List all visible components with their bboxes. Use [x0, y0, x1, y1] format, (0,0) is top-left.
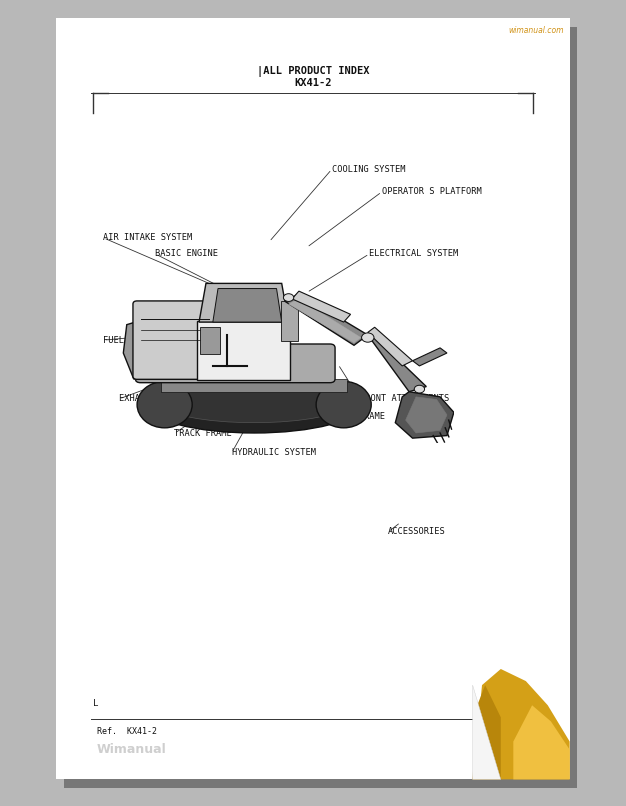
Text: wimanual.com: wimanual.com	[508, 26, 563, 35]
Text: L: L	[93, 699, 98, 708]
Polygon shape	[406, 397, 447, 433]
Polygon shape	[473, 685, 501, 779]
FancyBboxPatch shape	[200, 326, 220, 354]
Ellipse shape	[165, 387, 344, 422]
Text: Ref.  KX41-2: Ref. KX41-2	[97, 727, 157, 737]
Text: AIR INTAKE SYSTEM: AIR INTAKE SYSTEM	[103, 233, 193, 243]
Text: FRONT ATTACHMENTS: FRONT ATTACHMENTS	[360, 394, 449, 404]
Polygon shape	[292, 291, 351, 322]
Polygon shape	[368, 335, 426, 392]
Circle shape	[362, 333, 374, 343]
Text: P: P	[501, 727, 506, 737]
Text: |ALL PRODUCT INDEX: |ALL PRODUCT INDEX	[257, 66, 369, 77]
FancyBboxPatch shape	[135, 344, 335, 383]
Circle shape	[414, 385, 424, 393]
Text: OPERATOR S PLATFORM: OPERATOR S PLATFORM	[382, 187, 481, 197]
Text: EXHAUST SYSTEM: EXHAUST SYSTEM	[119, 394, 192, 404]
Text: KX41-2: KX41-2	[294, 78, 332, 88]
Polygon shape	[199, 284, 289, 322]
Text: Wimanual: Wimanual	[96, 743, 167, 756]
Ellipse shape	[148, 376, 361, 433]
FancyBboxPatch shape	[56, 18, 570, 779]
Polygon shape	[368, 327, 413, 366]
Text: COOLING SYSTEM: COOLING SYSTEM	[332, 164, 405, 174]
Polygon shape	[513, 705, 570, 779]
Text: ELECTRICAL SYSTEM: ELECTRICAL SYSTEM	[369, 249, 459, 259]
Polygon shape	[473, 685, 501, 779]
FancyBboxPatch shape	[161, 379, 347, 392]
Circle shape	[284, 293, 294, 301]
Polygon shape	[396, 392, 454, 438]
Polygon shape	[413, 348, 447, 366]
Polygon shape	[123, 319, 144, 379]
Ellipse shape	[316, 381, 371, 428]
FancyBboxPatch shape	[281, 301, 298, 341]
Text: ACCESSORIES: ACCESSORIES	[388, 527, 446, 537]
Ellipse shape	[137, 381, 192, 428]
Text: TRACK FRAME: TRACK FRAME	[174, 429, 232, 438]
Polygon shape	[289, 299, 361, 343]
Text: SWIVEL FRAME: SWIVEL FRAME	[322, 412, 386, 422]
Text: FUEL SYSTEM: FUEL SYSTEM	[103, 335, 161, 345]
Text: BASIC ENGINE: BASIC ENGINE	[155, 249, 218, 259]
Text: HYDRAULIC SYSTEM: HYDRAULIC SYSTEM	[232, 448, 316, 458]
Polygon shape	[285, 293, 368, 345]
Polygon shape	[473, 669, 570, 779]
FancyBboxPatch shape	[197, 321, 290, 380]
FancyBboxPatch shape	[64, 27, 577, 788]
FancyBboxPatch shape	[133, 301, 217, 380]
Polygon shape	[213, 289, 282, 322]
